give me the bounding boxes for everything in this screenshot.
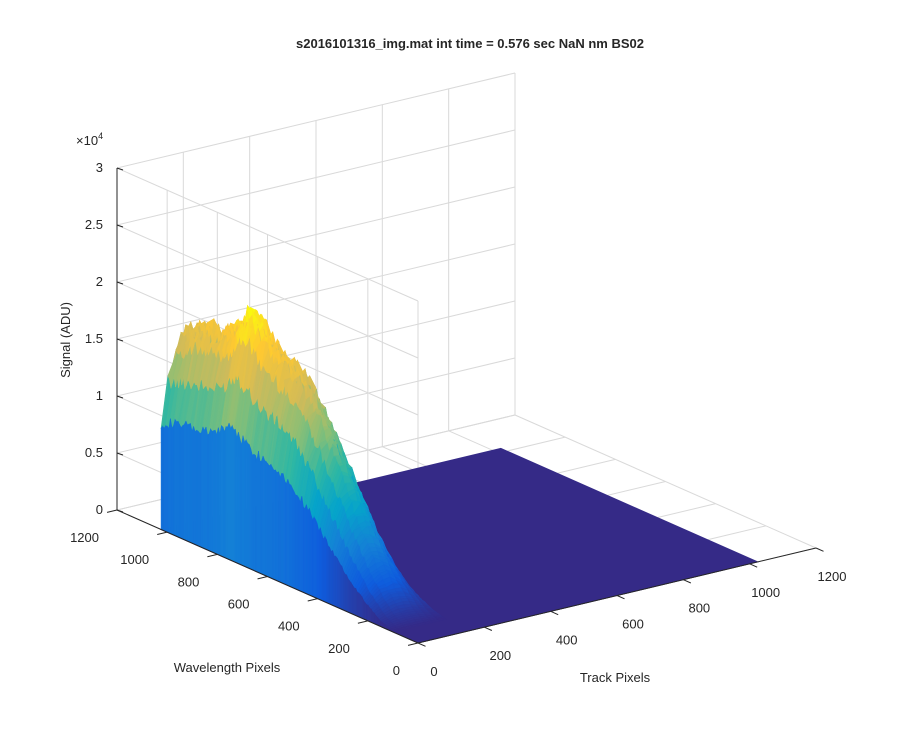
x-tick-label: 0 (430, 664, 437, 679)
z-tick-mark (116, 395, 124, 399)
y-tick-label: 1200 (70, 530, 99, 545)
grid-line (116, 129, 516, 226)
z-tick-label: 2.5 (85, 217, 103, 232)
y-tick-label: 1000 (120, 552, 149, 567)
surface-patch (437, 617, 447, 622)
x-tick-label: 400 (556, 632, 578, 647)
y-tick-label: 200 (328, 641, 350, 656)
z-tick-mark (116, 167, 124, 171)
x-axis-label: Track Pixels (580, 670, 651, 685)
z-tick-mark (116, 281, 124, 285)
x-tick-label: 800 (688, 601, 710, 616)
grid-line (116, 186, 516, 283)
y-tick-mark (157, 531, 168, 536)
z-tick-mark (116, 509, 124, 513)
z-exponent-label: ×104 (76, 131, 103, 148)
y-tick-label: 400 (278, 619, 300, 634)
chart-title: s2016101316_img.mat int time = 0.576 sec… (296, 36, 644, 51)
z-tick-mark (116, 452, 124, 456)
x-tick-label: 200 (489, 648, 511, 663)
z-tick-mark (116, 338, 124, 342)
z-exponent-base: ×10 (76, 133, 98, 148)
surface-plot (159, 304, 760, 644)
axes (106, 167, 824, 647)
x-tick-label: 600 (622, 617, 644, 632)
z-tick-label: 2 (96, 274, 103, 289)
y-tick-label: 800 (178, 574, 200, 589)
y-tick-label: 0 (393, 663, 400, 678)
z-tick-label: 1 (96, 388, 103, 403)
x-tick-mark (417, 642, 426, 647)
x-tick-mark (683, 579, 692, 584)
z-tick-mark (116, 224, 124, 228)
y-tick-mark (357, 620, 368, 624)
y-tick-label: 600 (228, 597, 250, 612)
z-tick-label: 0 (96, 502, 103, 517)
x-tick-mark (484, 626, 493, 631)
z-exponent-power: 4 (98, 131, 103, 141)
y-tick-mark (307, 598, 318, 602)
z-tick-label: 1.5 (85, 331, 103, 346)
x-tick-mark (749, 563, 758, 568)
x-tick-label: 1000 (751, 585, 780, 600)
x-tick-mark (550, 610, 559, 616)
z-axis-label: Signal (ADU) (58, 302, 73, 378)
grid-line (116, 243, 516, 340)
z-tick-label: 3 (96, 160, 103, 175)
x-tick-mark (815, 547, 824, 552)
z-tick-label: 0.5 (85, 445, 103, 460)
x-tick-label: 1200 (818, 569, 847, 584)
tick-labels: 0200400600800100012000200400600800100012… (70, 160, 846, 679)
y-tick-mark (257, 576, 268, 580)
y-tick-mark (207, 553, 218, 558)
y-axis-label: Wavelength Pixels (174, 660, 281, 675)
y-tick-mark (106, 509, 118, 513)
x-tick-mark (616, 595, 625, 600)
grid-line (116, 72, 516, 169)
y-tick-mark (407, 642, 419, 646)
